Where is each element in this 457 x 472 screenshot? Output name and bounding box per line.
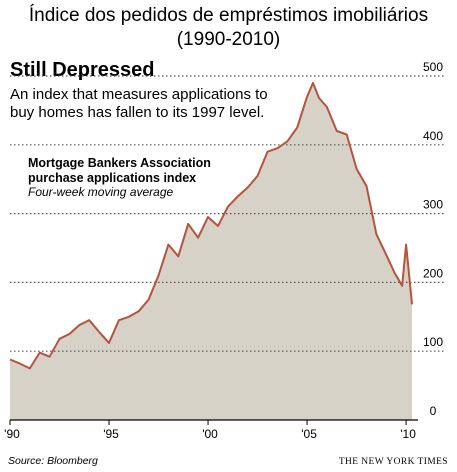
series-title-line-2: purchase applications index	[28, 171, 196, 185]
series-subtitle: Four-week moving average	[28, 185, 174, 199]
credit-line: THE NEW YORK TIMES	[339, 457, 448, 467]
source-note: Source: Bloomberg	[8, 455, 98, 467]
y-tick-label: 400	[423, 129, 443, 143]
chart-subhead-line-1: An index that measures applications to	[10, 86, 268, 103]
page-title: Índice dos pedidos de empréstimos imobil…	[0, 4, 457, 52]
chart-subhead-line-2: buy homes has fallen to its 1997 level.	[10, 104, 264, 121]
plot-area: 0 100 200 300 400 500 '90 '95 '00 '05 '10	[4, 60, 445, 441]
y-tick-label: 200	[423, 266, 443, 280]
x-tick-label: '95	[103, 427, 119, 441]
chart-headline: Still Depressed	[10, 59, 155, 81]
x-tick-label: '90	[4, 427, 20, 441]
series-area	[10, 82, 413, 421]
page-title-line-2: (1990-2010)	[176, 29, 281, 50]
y-tick-label: 100	[423, 335, 443, 349]
x-tick-label: '00	[202, 427, 218, 441]
y-tick-label: 300	[423, 198, 443, 212]
series-title-line-1: Mortgage Bankers Association	[28, 156, 211, 170]
y-tick-label: 500	[423, 60, 443, 74]
series-line	[9, 81, 413, 370]
x-tick-label: '10	[400, 427, 416, 441]
page-title-line-1: Índice dos pedidos de empréstimos imobil…	[28, 5, 429, 26]
x-tick-label: '05	[301, 427, 317, 441]
y-tick-label: 0	[430, 404, 437, 418]
